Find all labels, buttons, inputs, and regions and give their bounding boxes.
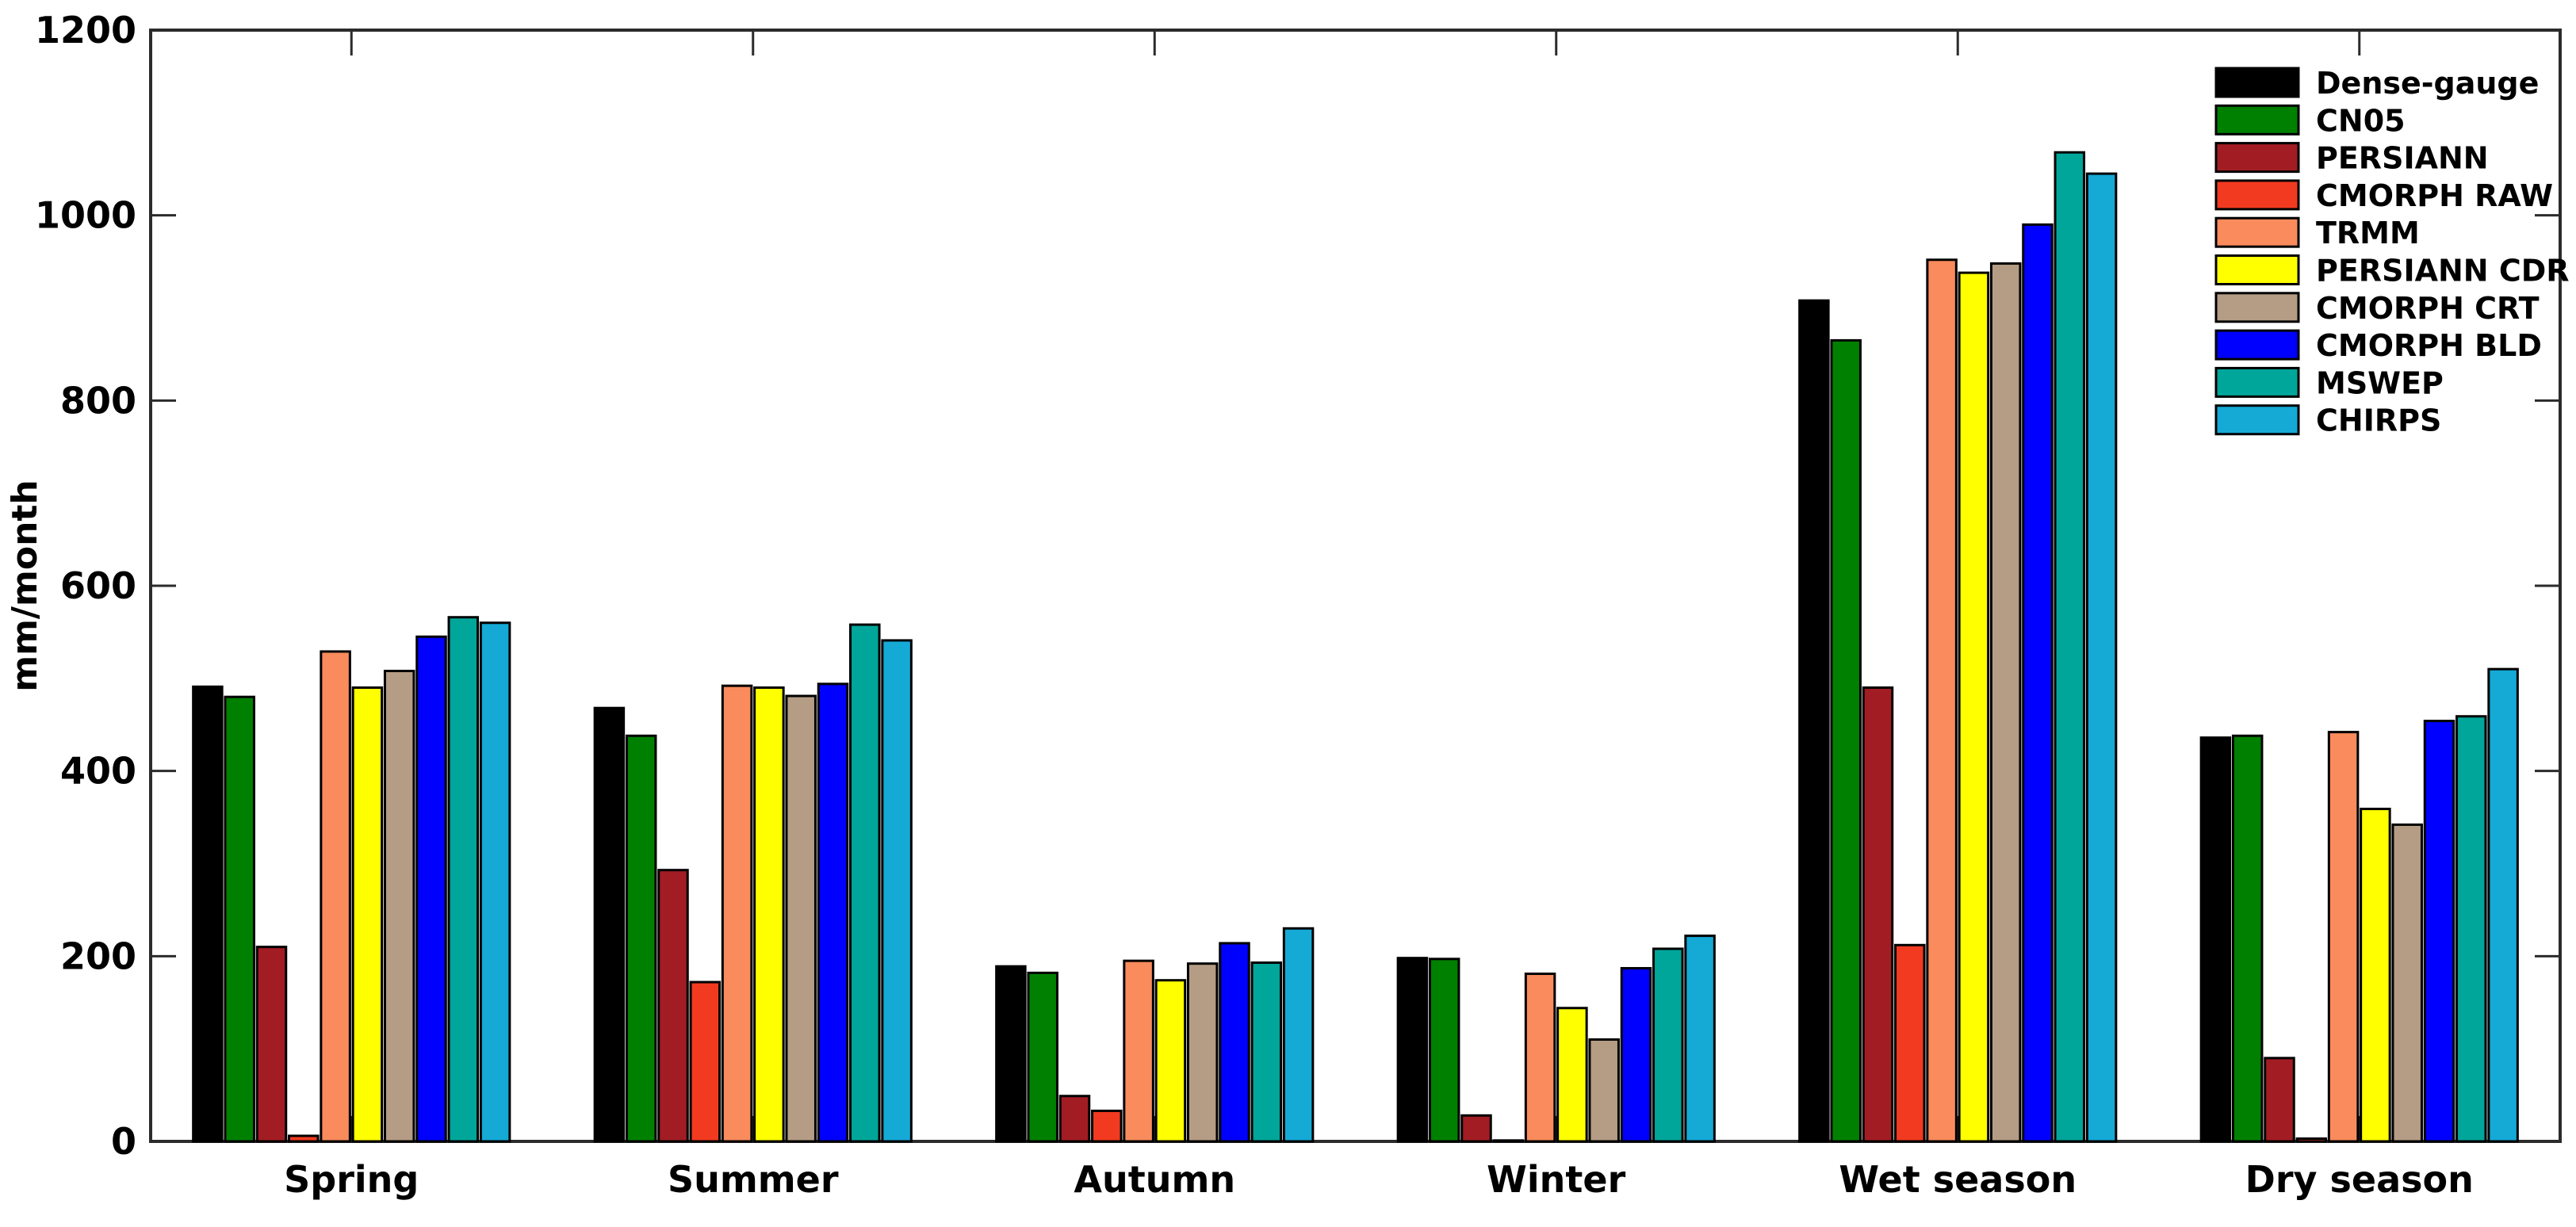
- bar-cmorph-crt: [1989, 262, 2022, 1143]
- bar-dense-gauge: [1798, 299, 1830, 1143]
- bar-cmorph-bld: [1219, 942, 1250, 1143]
- bar-cmorph-crt: [1588, 1038, 1620, 1143]
- bar-cn05: [224, 695, 255, 1143]
- y-tick-label: 1200: [35, 9, 136, 52]
- y-tick-label: 400: [60, 750, 136, 793]
- bar-trmm: [1123, 959, 1154, 1143]
- bar-chirps: [1684, 935, 1716, 1143]
- y-axis-label: mm/month: [5, 480, 45, 692]
- y-tick-label: 0: [111, 1120, 136, 1163]
- legend-label: PERSIANN: [2316, 141, 2489, 176]
- legend-label: TRMM: [2316, 216, 2420, 250]
- y-tick-label: 800: [60, 379, 136, 422]
- bar-mswep: [1652, 947, 1684, 1143]
- bar-cmorph-crt: [2391, 823, 2423, 1143]
- bar-cmorph-crt: [1186, 962, 1219, 1143]
- bar-cmorph-raw: [2295, 1137, 2328, 1143]
- bar-cn05: [1027, 971, 1058, 1143]
- bar-chirps: [479, 621, 511, 1143]
- bar-trmm: [2327, 731, 2360, 1143]
- x-category-label: Winter: [1487, 1158, 1625, 1201]
- bar-cn05: [1428, 958, 1460, 1143]
- bar-trmm: [320, 650, 351, 1143]
- bar-cmorph-crt: [383, 669, 415, 1143]
- legend-label: CMORPH BLD: [2316, 328, 2542, 363]
- legend-label: PERSIANN CDR: [2316, 254, 2570, 289]
- bar-cmorph-crt: [785, 694, 817, 1143]
- legend-label: MSWEP: [2316, 365, 2444, 400]
- y-tick-label: 600: [60, 564, 136, 607]
- bar-cn05: [2231, 734, 2264, 1143]
- bar-persiann-cdr: [2360, 808, 2391, 1143]
- bar-chirps: [881, 639, 913, 1143]
- bar-cmorph-bld: [415, 635, 447, 1143]
- bar-persiann-cdr: [1154, 979, 1187, 1143]
- x-category-label: Wet season: [1839, 1158, 2076, 1201]
- legend-swatch-cn05: [2214, 104, 2300, 136]
- bar-persiann: [2264, 1057, 2295, 1143]
- bar-cmorph-raw: [1894, 943, 1926, 1143]
- bar-cn05: [625, 734, 657, 1143]
- bar-trmm: [1524, 973, 1556, 1143]
- bar-persiann-cdr: [1958, 271, 1990, 1143]
- bar-chirps: [2487, 667, 2519, 1143]
- legend-swatch-trmm: [2214, 216, 2300, 248]
- bar-dense-gauge: [1396, 957, 1429, 1143]
- bar-cmorph-raw: [689, 980, 722, 1143]
- bar-persiann: [255, 946, 288, 1143]
- bar-cmorph-bld: [1620, 967, 1652, 1143]
- legend-swatch-persiann: [2214, 142, 2300, 174]
- legend-label: CHIRPS: [2316, 403, 2441, 438]
- bar-mswep: [2054, 151, 2086, 1143]
- legend-swatch-mswep: [2214, 366, 2300, 398]
- y-tick-label: 200: [60, 935, 136, 977]
- bar-dense-gauge: [593, 706, 626, 1143]
- bar-mswep: [2455, 715, 2487, 1143]
- bar-chirps: [2085, 172, 2118, 1143]
- bar-mswep: [1250, 961, 1283, 1143]
- bar-persiann: [1058, 1095, 1091, 1143]
- bar-persiann: [1862, 686, 1894, 1143]
- bar-cmorph-bld: [817, 682, 849, 1143]
- legend-swatch-chirps: [2214, 404, 2300, 436]
- bar-cn05: [1830, 338, 1862, 1143]
- legend-label: CMORPH RAW: [2316, 178, 2553, 213]
- legend-swatch-cmorph-bld: [2214, 329, 2300, 361]
- bar-dense-gauge: [192, 685, 224, 1143]
- bar-persiann: [1460, 1114, 1492, 1143]
- bar-cmorph-bld: [2423, 720, 2455, 1143]
- bar-mswep: [447, 616, 480, 1143]
- x-category-label: Summer: [668, 1158, 839, 1201]
- bar-persiann: [657, 869, 689, 1143]
- legend-label: CN05: [2316, 103, 2406, 138]
- legend-swatch-cmorph-crt: [2214, 292, 2300, 323]
- bar-persiann-cdr: [1556, 1007, 1588, 1143]
- x-category-label: Autumn: [1074, 1158, 1235, 1201]
- bar-cmorph-bld: [2022, 223, 2054, 1143]
- bar-dense-gauge: [995, 965, 1027, 1143]
- bar-persiann-cdr: [351, 686, 384, 1143]
- bar-trmm: [721, 684, 753, 1143]
- bar-chirps: [1282, 927, 1315, 1143]
- bar-trmm: [1926, 258, 1958, 1143]
- legend-label: CMORPH CRT: [2316, 291, 2540, 326]
- legend-swatch-cmorph-raw: [2214, 179, 2300, 211]
- legend-swatch-persiann-cdr: [2214, 254, 2300, 285]
- bar-cmorph-raw: [1091, 1109, 1123, 1143]
- bar-cmorph-raw: [288, 1134, 320, 1143]
- x-category-label: Spring: [284, 1158, 419, 1201]
- legend-label: Dense-gauge: [2316, 66, 2539, 101]
- y-tick-label: 1000: [35, 194, 136, 237]
- bar-mswep: [849, 623, 881, 1143]
- bar-dense-gauge: [2199, 736, 2232, 1143]
- bar-persiann-cdr: [753, 686, 785, 1143]
- legend-swatch-dense-gauge: [2214, 67, 2300, 98]
- x-category-label: Dry season: [2245, 1158, 2474, 1201]
